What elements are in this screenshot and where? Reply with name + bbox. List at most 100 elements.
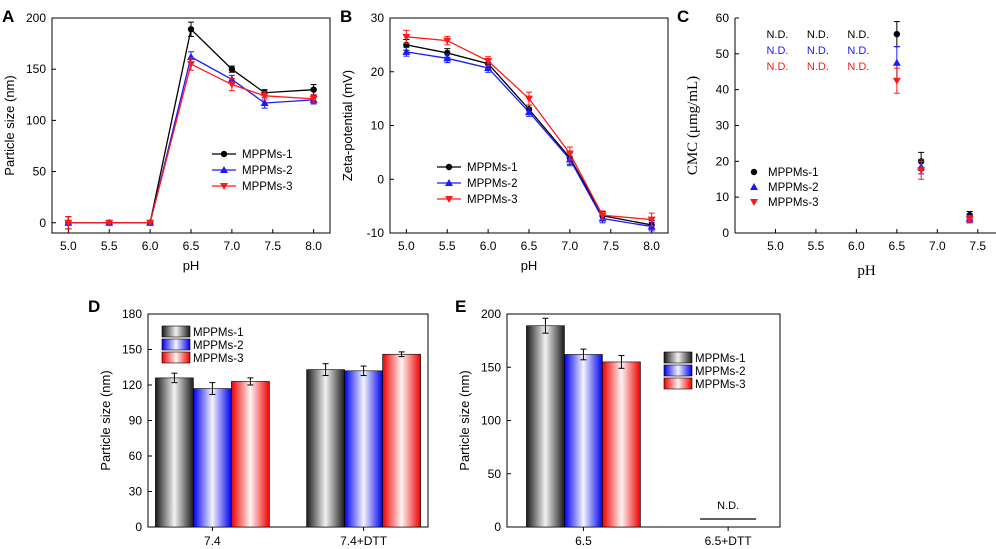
- panel-c-series-MPPMs-1: [893, 21, 973, 220]
- panel-a-ylabel: Particle size (nm): [2, 75, 17, 175]
- panel-d-ytick-label: 30: [129, 485, 143, 499]
- panel-b-legend: MPPMs-1 MPPMs-2 MPPMs-3: [437, 162, 517, 206]
- panel-c-ytick-label: 20: [716, 154, 730, 168]
- panel-a-legend-marker: [220, 166, 228, 173]
- panel-e-ytick-label: 200: [481, 307, 501, 321]
- panel-c-legend-label: MPPMs-1: [768, 167, 818, 179]
- panel-a-legend-label: MPPMs-3: [242, 181, 292, 193]
- panel-c-ylabel: CMC (μmg/mL): [685, 76, 701, 175]
- panel-b-line: [406, 36, 652, 221]
- panel-b-line: [406, 44, 652, 226]
- panel-label-c: C: [677, 7, 689, 26]
- panel-e-bar-MPPMs-1: [526, 325, 565, 528]
- panel-c-ytick-label: 60: [716, 11, 730, 25]
- panel-c-legend-marker: [750, 168, 758, 176]
- panel-d-legend-swatch: [161, 338, 191, 351]
- panel-e-nd-label: N.D.: [717, 500, 739, 512]
- panel-c-xtick-label: 5.5: [808, 239, 825, 253]
- panel-b-xtick-label: 7.5: [602, 239, 619, 253]
- panel-c-point: [892, 77, 901, 85]
- panel-c-xlabel: pH: [857, 263, 876, 279]
- panel-e-bar-MPPMs-2: [564, 354, 603, 528]
- panel-c-nd-label: N.D.: [766, 61, 788, 73]
- panel-b-point: [525, 108, 533, 116]
- panel-b-series-MPPMs-2: [402, 47, 656, 232]
- panel-a-point: [310, 86, 317, 93]
- panel-e-category-label: 6.5+DTT: [705, 534, 753, 548]
- panel-b-legend-label: MPPMs-3: [467, 194, 517, 206]
- panel-c-series-MPPMs-2: [892, 46, 974, 223]
- panel-a-point: [146, 219, 155, 227]
- panel-a-xtick-label: 8.0: [305, 239, 322, 253]
- panel-b-ytick-label: 0: [377, 172, 384, 186]
- panel-d-errorbar: [171, 372, 178, 384]
- panel-d-errorbar: [322, 363, 329, 377]
- panel-d-bar-MPPMs-1: [306, 369, 345, 528]
- panel-b-legend-label: MPPMs-2: [467, 178, 517, 190]
- panel-d-ylabel: Particle size (nm): [98, 370, 113, 470]
- panel-a-line: [68, 55, 314, 224]
- panel-b-point: [647, 216, 656, 224]
- panel-d-bar-MPPMs-2: [344, 370, 383, 528]
- panel-d-errorbar: [247, 377, 254, 386]
- panel-c-nd-label: N.D.: [807, 29, 829, 41]
- panel-c-legend-marker: [750, 183, 758, 190]
- panel-a-point: [227, 81, 236, 89]
- panel-d-category-label: 7.4+DTT: [340, 534, 388, 548]
- panel-c-legend-label: MPPMs-2: [768, 182, 818, 194]
- panel-b-xtick-label: 5.0: [398, 239, 415, 253]
- panel-c-point: [892, 58, 901, 66]
- panel-b-xlabel: pH: [521, 258, 538, 273]
- panel-e-errorbar: [618, 355, 625, 369]
- panel-a-xlabel: pH: [183, 258, 200, 273]
- panel-b-ytick-label: -10: [367, 226, 385, 240]
- panel-b-point: [565, 150, 574, 158]
- panel-c-point: [893, 30, 901, 38]
- panel-b-line: [406, 51, 652, 228]
- panel-c-ytick-label: 0: [722, 226, 729, 240]
- panel-a-legend-label: MPPMs-2: [242, 165, 292, 177]
- panel-a-ytick-label: 200: [26, 11, 46, 25]
- panel-e-ytick-label: 150: [481, 360, 501, 374]
- panel-b-ytick-label: 20: [371, 65, 385, 79]
- panel-a-point: [309, 95, 318, 103]
- panel-e-legend-label: MPPMs-3: [695, 379, 745, 391]
- panel-d-category-label: 7.4: [204, 534, 221, 548]
- panel-a-ytick-label: 150: [26, 62, 46, 76]
- panel-d-ytick-label: 0: [135, 520, 142, 534]
- panel-c-nd-label: N.D.: [766, 45, 788, 57]
- panel-e-ytick-label: 0: [494, 520, 501, 534]
- panel-b-xtick-label: 5.5: [439, 239, 456, 253]
- panel-e-legend-swatch: [663, 377, 693, 390]
- panel-d-ytick-label: 150: [122, 343, 142, 357]
- panel-b-xtick-label: 8.0: [643, 239, 660, 253]
- panel-e-ylabel: Particle size (nm): [457, 370, 472, 470]
- panel-a-xtick-label: 7.0: [224, 239, 241, 253]
- panel-b-point: [598, 212, 607, 220]
- panel-b-xtick-label: 6.5: [521, 239, 538, 253]
- panel-a-point: [105, 219, 114, 227]
- panel-a-xtick-label: 6.5: [183, 239, 200, 253]
- panel-e-legend-swatch: [663, 351, 693, 364]
- panel-a-ytick-label: 100: [26, 113, 46, 127]
- panel-b-point: [444, 49, 451, 57]
- panel-b-legend-marker: [445, 179, 453, 186]
- panel-a-xtick-label: 6.0: [142, 239, 159, 253]
- panel-d-ytick-label: 120: [122, 378, 142, 392]
- panel-b-ytick-label: 30: [371, 11, 385, 25]
- panel-a-series-MPPMs-2: [64, 51, 318, 230]
- panel-d-bar-MPPMs-2: [193, 388, 232, 528]
- panel-a-point: [260, 98, 269, 106]
- panel-b-point: [402, 33, 411, 41]
- panel-d-ytick-label: 90: [129, 414, 143, 428]
- panel-e-legend-label: MPPMs-2: [695, 366, 745, 378]
- panel-c-xtick-label: 6.5: [889, 239, 906, 253]
- panel-a-xtick-label: 7.5: [264, 239, 281, 253]
- panel-e-ytick-label: 50: [488, 467, 502, 481]
- panel-d-ytick-label: 180: [122, 307, 142, 321]
- panel-a-xtick-label: 5.0: [60, 239, 77, 253]
- panel-label-b: B: [340, 7, 352, 26]
- panel-label-e: E: [455, 297, 466, 316]
